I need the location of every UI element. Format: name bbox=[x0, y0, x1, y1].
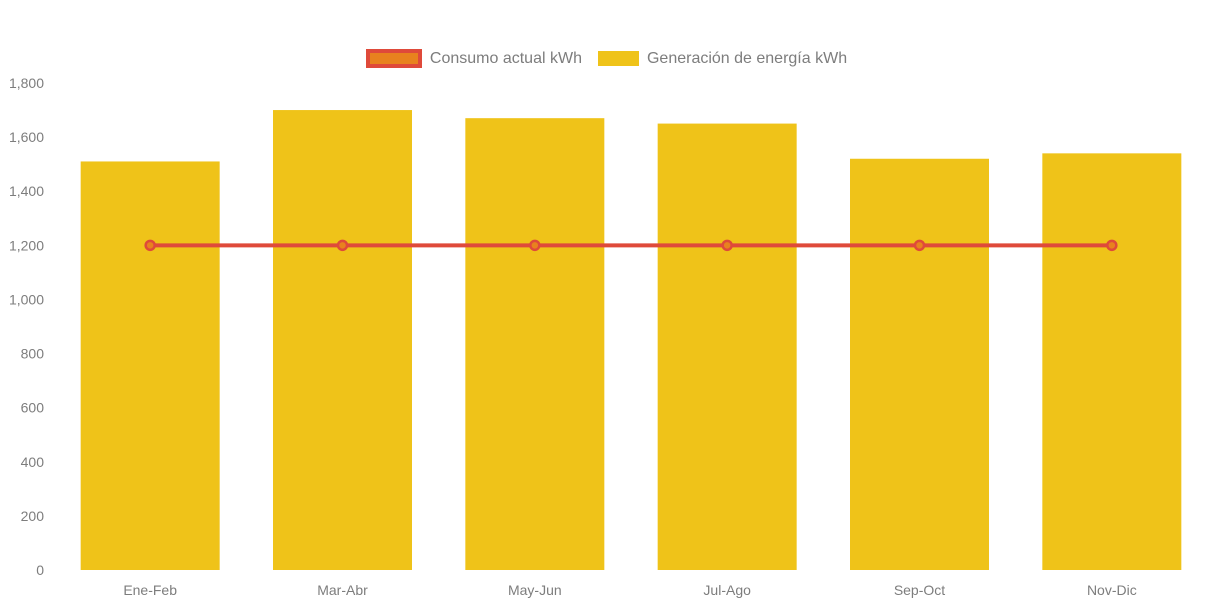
x-axis-category-label: Mar-Abr bbox=[317, 582, 368, 598]
y-axis-tick-label: 1,000 bbox=[9, 291, 44, 307]
y-axis-tick-label: 800 bbox=[21, 346, 45, 362]
x-axis-category-label: Jul-Ago bbox=[703, 582, 751, 598]
line-point-Nov-Dic[interactable] bbox=[1106, 239, 1118, 252]
y-axis-tick-label: 600 bbox=[21, 400, 45, 416]
consumo-line-marker-icon bbox=[365, 49, 422, 68]
y-axis-tick-label: 1,800 bbox=[9, 75, 44, 91]
line-point-Jul-Ago[interactable] bbox=[721, 239, 733, 252]
legend-item-consumo-actual[interactable]: Consumo actual kWh bbox=[365, 49, 582, 68]
chart-legend: Consumo actual kWh Generación de energía… bbox=[0, 49, 1213, 68]
legend-item-generacion-energia[interactable]: Generación de energía kWh bbox=[597, 49, 848, 67]
bar-May-Jun[interactable] bbox=[465, 118, 605, 570]
bar-Ene-Feb[interactable] bbox=[80, 161, 220, 570]
y-axis-tick-label: 1,400 bbox=[9, 183, 44, 199]
x-axis-category-label: Nov-Dic bbox=[1087, 582, 1137, 598]
legend-label-generacion-energia: Generación de energía kWh bbox=[646, 49, 848, 67]
y-axis-tick-label: 1,200 bbox=[9, 237, 44, 253]
line-point-Mar-Abr[interactable] bbox=[336, 239, 349, 252]
y-axis-tick-label: 0 bbox=[36, 562, 44, 578]
line-point-Sep-Oct[interactable] bbox=[913, 239, 926, 252]
bar-Nov-Dic[interactable] bbox=[1042, 153, 1182, 570]
x-axis-category-label: May-Jun bbox=[508, 582, 562, 598]
x-axis-category-label: Ene-Feb bbox=[123, 582, 177, 598]
bar-Jul-Ago[interactable] bbox=[657, 123, 797, 570]
generacion-box-marker-icon bbox=[597, 51, 639, 66]
y-axis-tick-label: 200 bbox=[21, 508, 45, 524]
line-point-Ene-Feb[interactable] bbox=[144, 239, 156, 252]
line-point-May-Jun[interactable] bbox=[529, 239, 541, 252]
legend-label-consumo-actual: Consumo actual kWh bbox=[429, 49, 582, 67]
x-axis-category-label: Sep-Oct bbox=[894, 582, 945, 598]
bar-Mar-Abr[interactable] bbox=[273, 110, 412, 571]
y-axis-tick-label: 400 bbox=[21, 454, 45, 470]
y-axis-tick-label: 1,600 bbox=[9, 129, 44, 145]
bar-Sep-Oct[interactable] bbox=[850, 158, 989, 570]
